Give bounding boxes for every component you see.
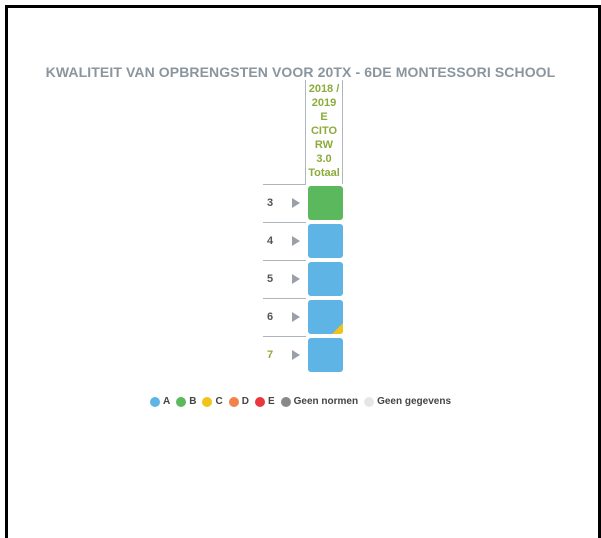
expand-arrow-icon[interactable] — [292, 274, 300, 284]
legend-label: Geen gegevens — [377, 396, 451, 407]
corner-marker — [332, 323, 343, 334]
row-divider — [263, 260, 306, 261]
grid-row: 5 — [263, 260, 353, 298]
legend-label: A — [163, 396, 171, 407]
expand-arrow-icon[interactable] — [292, 350, 300, 360]
row-label: 4 — [266, 235, 274, 247]
legend-item[interactable]: Geen normen — [280, 396, 359, 407]
row-divider — [263, 298, 306, 299]
row-divider — [263, 222, 306, 223]
legend-label: D — [241, 396, 249, 407]
legend-item[interactable]: Geen gegevens — [364, 396, 451, 407]
grid-row: 6 — [263, 298, 353, 336]
row-label: 6 — [266, 311, 274, 323]
legend-dot-icon — [364, 396, 375, 407]
column-header[interactable]: 2018 / 2019 E CITO RW 3.0 Totaal — [305, 80, 343, 184]
legend-item[interactable]: D — [228, 396, 249, 407]
row-divider — [263, 336, 306, 337]
expand-arrow-icon[interactable] — [292, 236, 300, 246]
row-label: 3 — [266, 197, 274, 209]
column-header-line: E — [320, 111, 328, 123]
column-header-line: Totaal — [308, 167, 340, 179]
chart-title: KWALITEIT VAN OPBRENGSTEN VOOR 20TX - 6D… — [45, 64, 556, 80]
grid-row: 3 — [263, 184, 353, 222]
chart-frame — [5, 5, 601, 538]
corner-triangle — [332, 323, 343, 334]
chart-legend: A B C D E Geen normen Geen gegevens — [0, 396, 601, 407]
legend-label: C — [215, 396, 223, 407]
legend-dot-icon — [254, 396, 265, 407]
expand-arrow-icon[interactable] — [292, 198, 300, 208]
column-header-line: 2018 / — [308, 83, 340, 95]
row-label: 5 — [266, 273, 274, 285]
legend-dot-icon — [150, 396, 160, 407]
column-header-line: CITO — [310, 125, 338, 137]
row-label: 7 — [266, 349, 274, 361]
legend-dot-icon — [202, 396, 213, 407]
grade-cell[interactable] — [308, 224, 343, 258]
grade-cell[interactable] — [308, 300, 343, 334]
grid-row: 7 — [263, 336, 353, 374]
legend-dot-icon — [228, 396, 239, 407]
row-divider — [263, 184, 306, 185]
expand-arrow-icon[interactable] — [292, 312, 300, 322]
legend-label: E — [267, 396, 275, 407]
legend-label: Geen normen — [293, 396, 359, 407]
legend-item[interactable]: A — [150, 396, 170, 407]
column-header-line: 2019 — [311, 97, 337, 109]
legend-dot-icon — [176, 396, 187, 407]
grade-cell[interactable] — [308, 338, 343, 372]
grade-cell[interactable] — [308, 262, 343, 296]
column-header-line: 3.0 — [316, 153, 332, 165]
legend-item[interactable]: E — [254, 396, 275, 407]
column-header-line: RW — [314, 139, 334, 151]
legend-label: B — [189, 396, 197, 407]
legend-item[interactable]: C — [202, 396, 223, 407]
legend-item[interactable]: B — [176, 396, 196, 407]
grade-cell[interactable] — [308, 186, 343, 220]
grid-row: 4 — [263, 222, 353, 260]
legend-dot-icon — [280, 396, 291, 407]
